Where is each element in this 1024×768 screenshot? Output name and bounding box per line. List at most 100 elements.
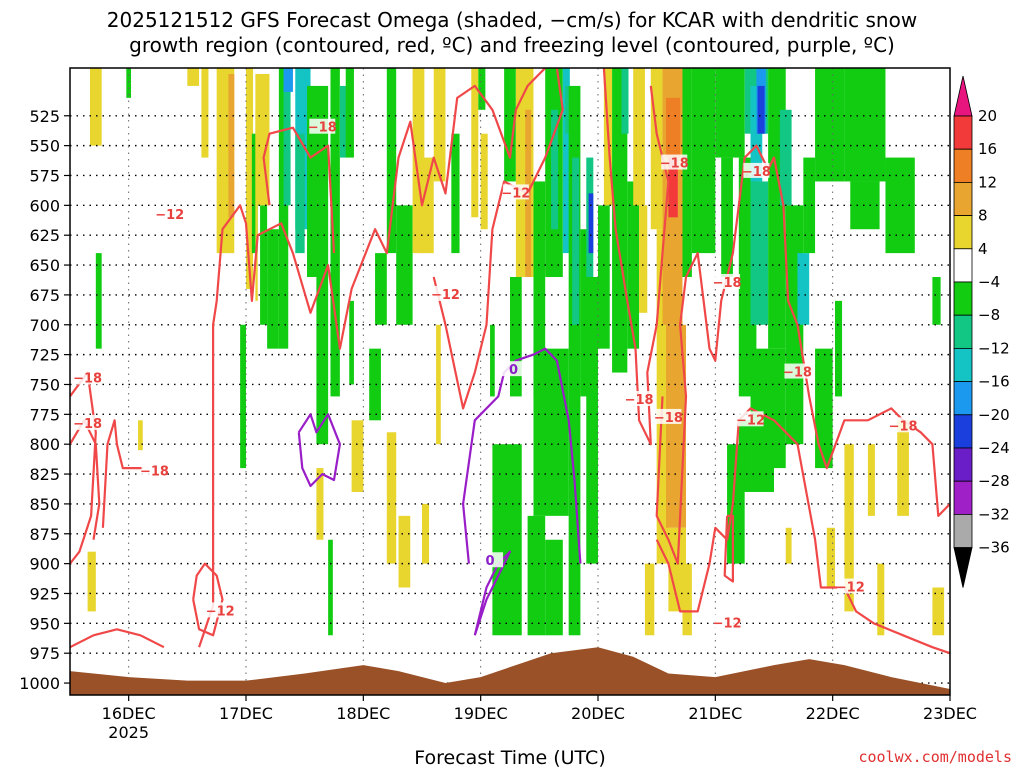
x-tick-label-22DEC: 22DEC — [806, 704, 860, 723]
colorbar-bottom-triangle — [953, 547, 973, 588]
omega-cell-103 — [850, 181, 880, 230]
freezing-contour-14 — [473, 550, 512, 636]
y-tick-label-675: 675 — [29, 286, 60, 305]
omega-cell-5 — [187, 68, 200, 86]
plot-frame — [69, 67, 951, 696]
omega-cell-45 — [490, 324, 495, 397]
omega-cell-98 — [785, 527, 792, 564]
omega-cell-83 — [715, 68, 745, 158]
y-tick-label-800: 800 — [29, 435, 60, 454]
colorbar-bin-5 — [953, 248, 973, 283]
omega-cell-102 — [844, 68, 886, 182]
omega-cell-76 — [666, 97, 681, 158]
colorbar-bin-8 — [953, 347, 973, 382]
y-tick-label-650: 650 — [29, 256, 60, 275]
y-tick-label-875: 875 — [29, 525, 60, 544]
colorbar-bin-4 — [953, 215, 973, 250]
omega-cell-80 — [682, 563, 692, 636]
contour-label-8: −18 — [889, 419, 918, 434]
x-tick-label-20DEC: 20DEC — [571, 704, 625, 723]
omega-cell-52 — [551, 109, 559, 230]
omega-cell-8 — [228, 73, 235, 218]
contour-label-3: −12 — [501, 186, 530, 201]
omega-cell-46 — [504, 68, 516, 182]
omega-cell-53 — [562, 68, 570, 254]
y-tick-label-825: 825 — [29, 465, 60, 484]
grid — [70, 68, 950, 695]
omega-cell-70 — [633, 68, 645, 206]
dendritic-contour-5 — [70, 628, 165, 649]
colorbar-bin-3 — [953, 181, 973, 216]
omega-cell-6 — [201, 68, 209, 158]
omega-cell-0 — [89, 68, 102, 146]
omega-cell-23 — [330, 68, 340, 397]
credit-text[interactable]: coolwx.com/models — [858, 748, 1012, 766]
colorbar-bin-12 — [953, 480, 973, 515]
omega-cell-33 — [396, 205, 413, 325]
colorbar-label-7: −12 — [978, 339, 1010, 357]
chart-title-line2: growth region (contoured, red, ºC) and f… — [129, 33, 895, 57]
omega-cell-44 — [480, 133, 488, 230]
omega-cell-22 — [316, 277, 329, 445]
contour-label-10: −18 — [654, 411, 683, 426]
omega-cell-77 — [668, 157, 678, 218]
omega-cell-27 — [328, 539, 333, 636]
omega-cell-28 — [316, 468, 324, 540]
contour-label-bg-2 — [432, 285, 459, 301]
colorbar-bin-11 — [953, 447, 973, 482]
omega-cell-65 — [598, 205, 610, 349]
y-tick-label-975: 975 — [29, 644, 60, 663]
contour-label-bg-6 — [714, 273, 741, 289]
colorbar-bin-7 — [953, 314, 973, 349]
omega-cell-31 — [375, 253, 387, 325]
omega-cell-12 — [267, 229, 279, 349]
omega-cell-107 — [844, 444, 854, 612]
contour-label-13: −12 — [713, 616, 742, 631]
omega-cell-2 — [126, 68, 132, 98]
omega-cell-11 — [260, 205, 268, 325]
colorbar-bin-6 — [953, 281, 973, 316]
omega-cell-20 — [295, 133, 305, 254]
omega-cell-37 — [398, 515, 411, 588]
contour-label-bg-8 — [890, 417, 917, 433]
omega-cell-89 — [757, 85, 765, 134]
colorbar-label-12: −32 — [978, 505, 1010, 523]
colorbar-bin-2 — [953, 148, 973, 183]
omega-cell-72 — [650, 68, 663, 230]
omega-cell-68 — [621, 68, 629, 134]
colorbar-label-4: 4 — [978, 240, 988, 258]
omega-cell-112 — [932, 277, 941, 325]
x-tick-sublabel: 2025 — [108, 723, 149, 742]
x-tick-label-18DEC: 18DEC — [336, 704, 390, 723]
contour-label-bg-13 — [714, 614, 741, 630]
contour-label-16: −18 — [140, 465, 169, 480]
y-tick-label-850: 850 — [29, 495, 60, 514]
omega-cell-84 — [721, 157, 733, 277]
omega-cell-41 — [451, 133, 460, 254]
contour-label-14: −18 — [73, 372, 102, 387]
omega-cell-106 — [826, 527, 836, 588]
y-tick-label-725: 725 — [29, 346, 60, 365]
y-tick-label-925: 925 — [29, 584, 60, 603]
contour-label-4: −18 — [660, 157, 689, 172]
contour-label-bg-18 — [500, 361, 527, 377]
contour-label-bg-1 — [156, 205, 183, 221]
y-axis: 525 550 575 600 625 650 675 700 725 750 775 800 825 8… — [19, 107, 70, 693]
omega-cell-81 — [682, 68, 692, 277]
freezing-contour-13 — [462, 347, 582, 564]
colorbar-bin-13 — [953, 514, 973, 549]
colorbar-bin-1 — [953, 115, 973, 150]
contour-label-0: −18 — [308, 121, 337, 136]
y-tick-label-600: 600 — [29, 196, 60, 215]
contour-label-bg-4 — [661, 154, 688, 170]
contour-label-bg-5 — [743, 162, 770, 178]
colorbar-label-10: −24 — [978, 439, 1010, 457]
contour-label-19: 0 — [486, 554, 495, 569]
omega-cell-111 — [932, 587, 945, 636]
colorbar-label-3: 8 — [978, 207, 988, 225]
omega-cell-13 — [278, 68, 289, 349]
colorbar-label-5: −4 — [978, 273, 1000, 291]
omega-cell-101 — [815, 68, 845, 182]
